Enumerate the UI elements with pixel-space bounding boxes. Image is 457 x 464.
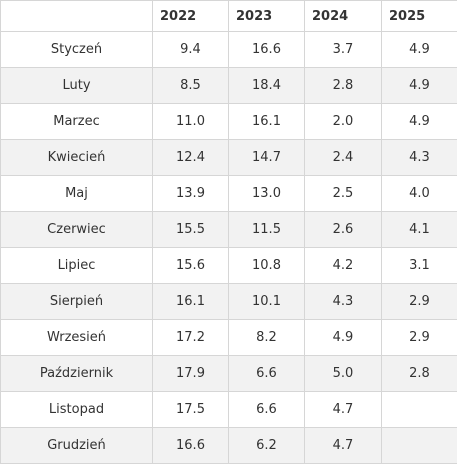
table-header: 2022 2023 2024 2025 <box>0 0 457 32</box>
value-cell: 2.9 <box>381 319 457 356</box>
value-cell: 9.4 <box>152 31 229 68</box>
value-cell: 18.4 <box>228 67 305 104</box>
header-year-2025: 2025 <box>381 0 457 32</box>
value-cell: 17.9 <box>152 355 229 392</box>
table-body: Styczeń 9.4 16.6 3.7 4.9 Luty 8.5 18.4 2.8 4.9 Mar… <box>0 31 457 464</box>
value-cell: 16.6 <box>152 427 229 464</box>
value-cell: 8.2 <box>228 319 305 356</box>
value-cell: 4.7 <box>304 427 382 464</box>
table-row: Październik 17.9 6.6 5.0 2.8 <box>0 355 457 392</box>
value-cell: 8.5 <box>152 67 229 104</box>
value-cell: 4.3 <box>381 139 457 176</box>
value-cell: 4.1 <box>381 211 457 248</box>
value-cell: 4.9 <box>381 31 457 68</box>
header-month <box>0 0 153 32</box>
month-cell: Grudzień <box>0 427 153 464</box>
table-row: Grudzień 16.6 6.2 4.7 <box>0 427 457 464</box>
month-cell: Wrzesień <box>0 319 153 356</box>
value-cell: 4.9 <box>304 319 382 356</box>
month-cell: Lipiec <box>0 247 153 284</box>
table-row: Maj 13.9 13.0 2.5 4.0 <box>0 175 457 212</box>
value-cell: 4.3 <box>304 283 382 320</box>
table-row: Styczeń 9.4 16.6 3.7 4.9 <box>0 31 457 68</box>
month-cell: Listopad <box>0 391 153 428</box>
value-cell: 2.0 <box>304 103 382 140</box>
value-cell: 16.6 <box>228 31 305 68</box>
table-row: Czerwiec 15.5 11.5 2.6 4.1 <box>0 211 457 248</box>
table-row: Kwiecień 12.4 14.7 2.4 4.3 <box>0 139 457 176</box>
value-cell: 2.8 <box>304 67 382 104</box>
value-cell: 2.9 <box>381 283 457 320</box>
table-row: Wrzesień 17.2 8.2 4.9 2.9 <box>0 319 457 356</box>
month-cell: Czerwiec <box>0 211 153 248</box>
value-cell: 6.2 <box>228 427 305 464</box>
value-cell: 17.5 <box>152 391 229 428</box>
header-row: 2022 2023 2024 2025 <box>0 0 457 32</box>
header-year-2023: 2023 <box>228 0 305 32</box>
value-cell: 6.6 <box>228 355 305 392</box>
table-row: Listopad 17.5 6.6 4.7 <box>0 391 457 428</box>
table-row: Marzec 11.0 16.1 2.0 4.9 <box>0 103 457 140</box>
month-cell: Maj <box>0 175 153 212</box>
value-cell: 4.2 <box>304 247 382 284</box>
month-cell: Styczeń <box>0 31 153 68</box>
month-cell: Kwiecień <box>0 139 153 176</box>
value-cell: 3.1 <box>381 247 457 284</box>
value-cell: 13.0 <box>228 175 305 212</box>
value-cell: 10.1 <box>228 283 305 320</box>
table-row: Luty 8.5 18.4 2.8 4.9 <box>0 67 457 104</box>
month-cell: Luty <box>0 67 153 104</box>
header-year-2024: 2024 <box>304 0 382 32</box>
month-cell: Październik <box>0 355 153 392</box>
value-cell: 15.5 <box>152 211 229 248</box>
value-cell: 6.6 <box>228 391 305 428</box>
month-cell: Marzec <box>0 103 153 140</box>
header-year-2022: 2022 <box>152 0 229 32</box>
value-cell: 4.0 <box>381 175 457 212</box>
value-cell <box>381 427 457 464</box>
value-cell: 17.2 <box>152 319 229 356</box>
table-row: Lipiec 15.6 10.8 4.2 3.1 <box>0 247 457 284</box>
value-cell: 5.0 <box>304 355 382 392</box>
value-cell: 4.7 <box>304 391 382 428</box>
value-cell: 2.5 <box>304 175 382 212</box>
value-cell: 11.0 <box>152 103 229 140</box>
value-cell: 16.1 <box>228 103 305 140</box>
value-cell: 2.8 <box>381 355 457 392</box>
value-cell: 2.6 <box>304 211 382 248</box>
value-cell: 10.8 <box>228 247 305 284</box>
value-cell: 4.9 <box>381 67 457 104</box>
value-cell: 11.5 <box>228 211 305 248</box>
month-cell: Sierpień <box>0 283 153 320</box>
table-row: Sierpień 16.1 10.1 4.3 2.9 <box>0 283 457 320</box>
value-cell <box>381 391 457 428</box>
value-cell: 4.9 <box>381 103 457 140</box>
value-cell: 3.7 <box>304 31 382 68</box>
value-cell: 16.1 <box>152 283 229 320</box>
value-cell: 14.7 <box>228 139 305 176</box>
value-cell: 2.4 <box>304 139 382 176</box>
value-cell: 12.4 <box>152 139 229 176</box>
value-cell: 13.9 <box>152 175 229 212</box>
value-cell: 15.6 <box>152 247 229 284</box>
